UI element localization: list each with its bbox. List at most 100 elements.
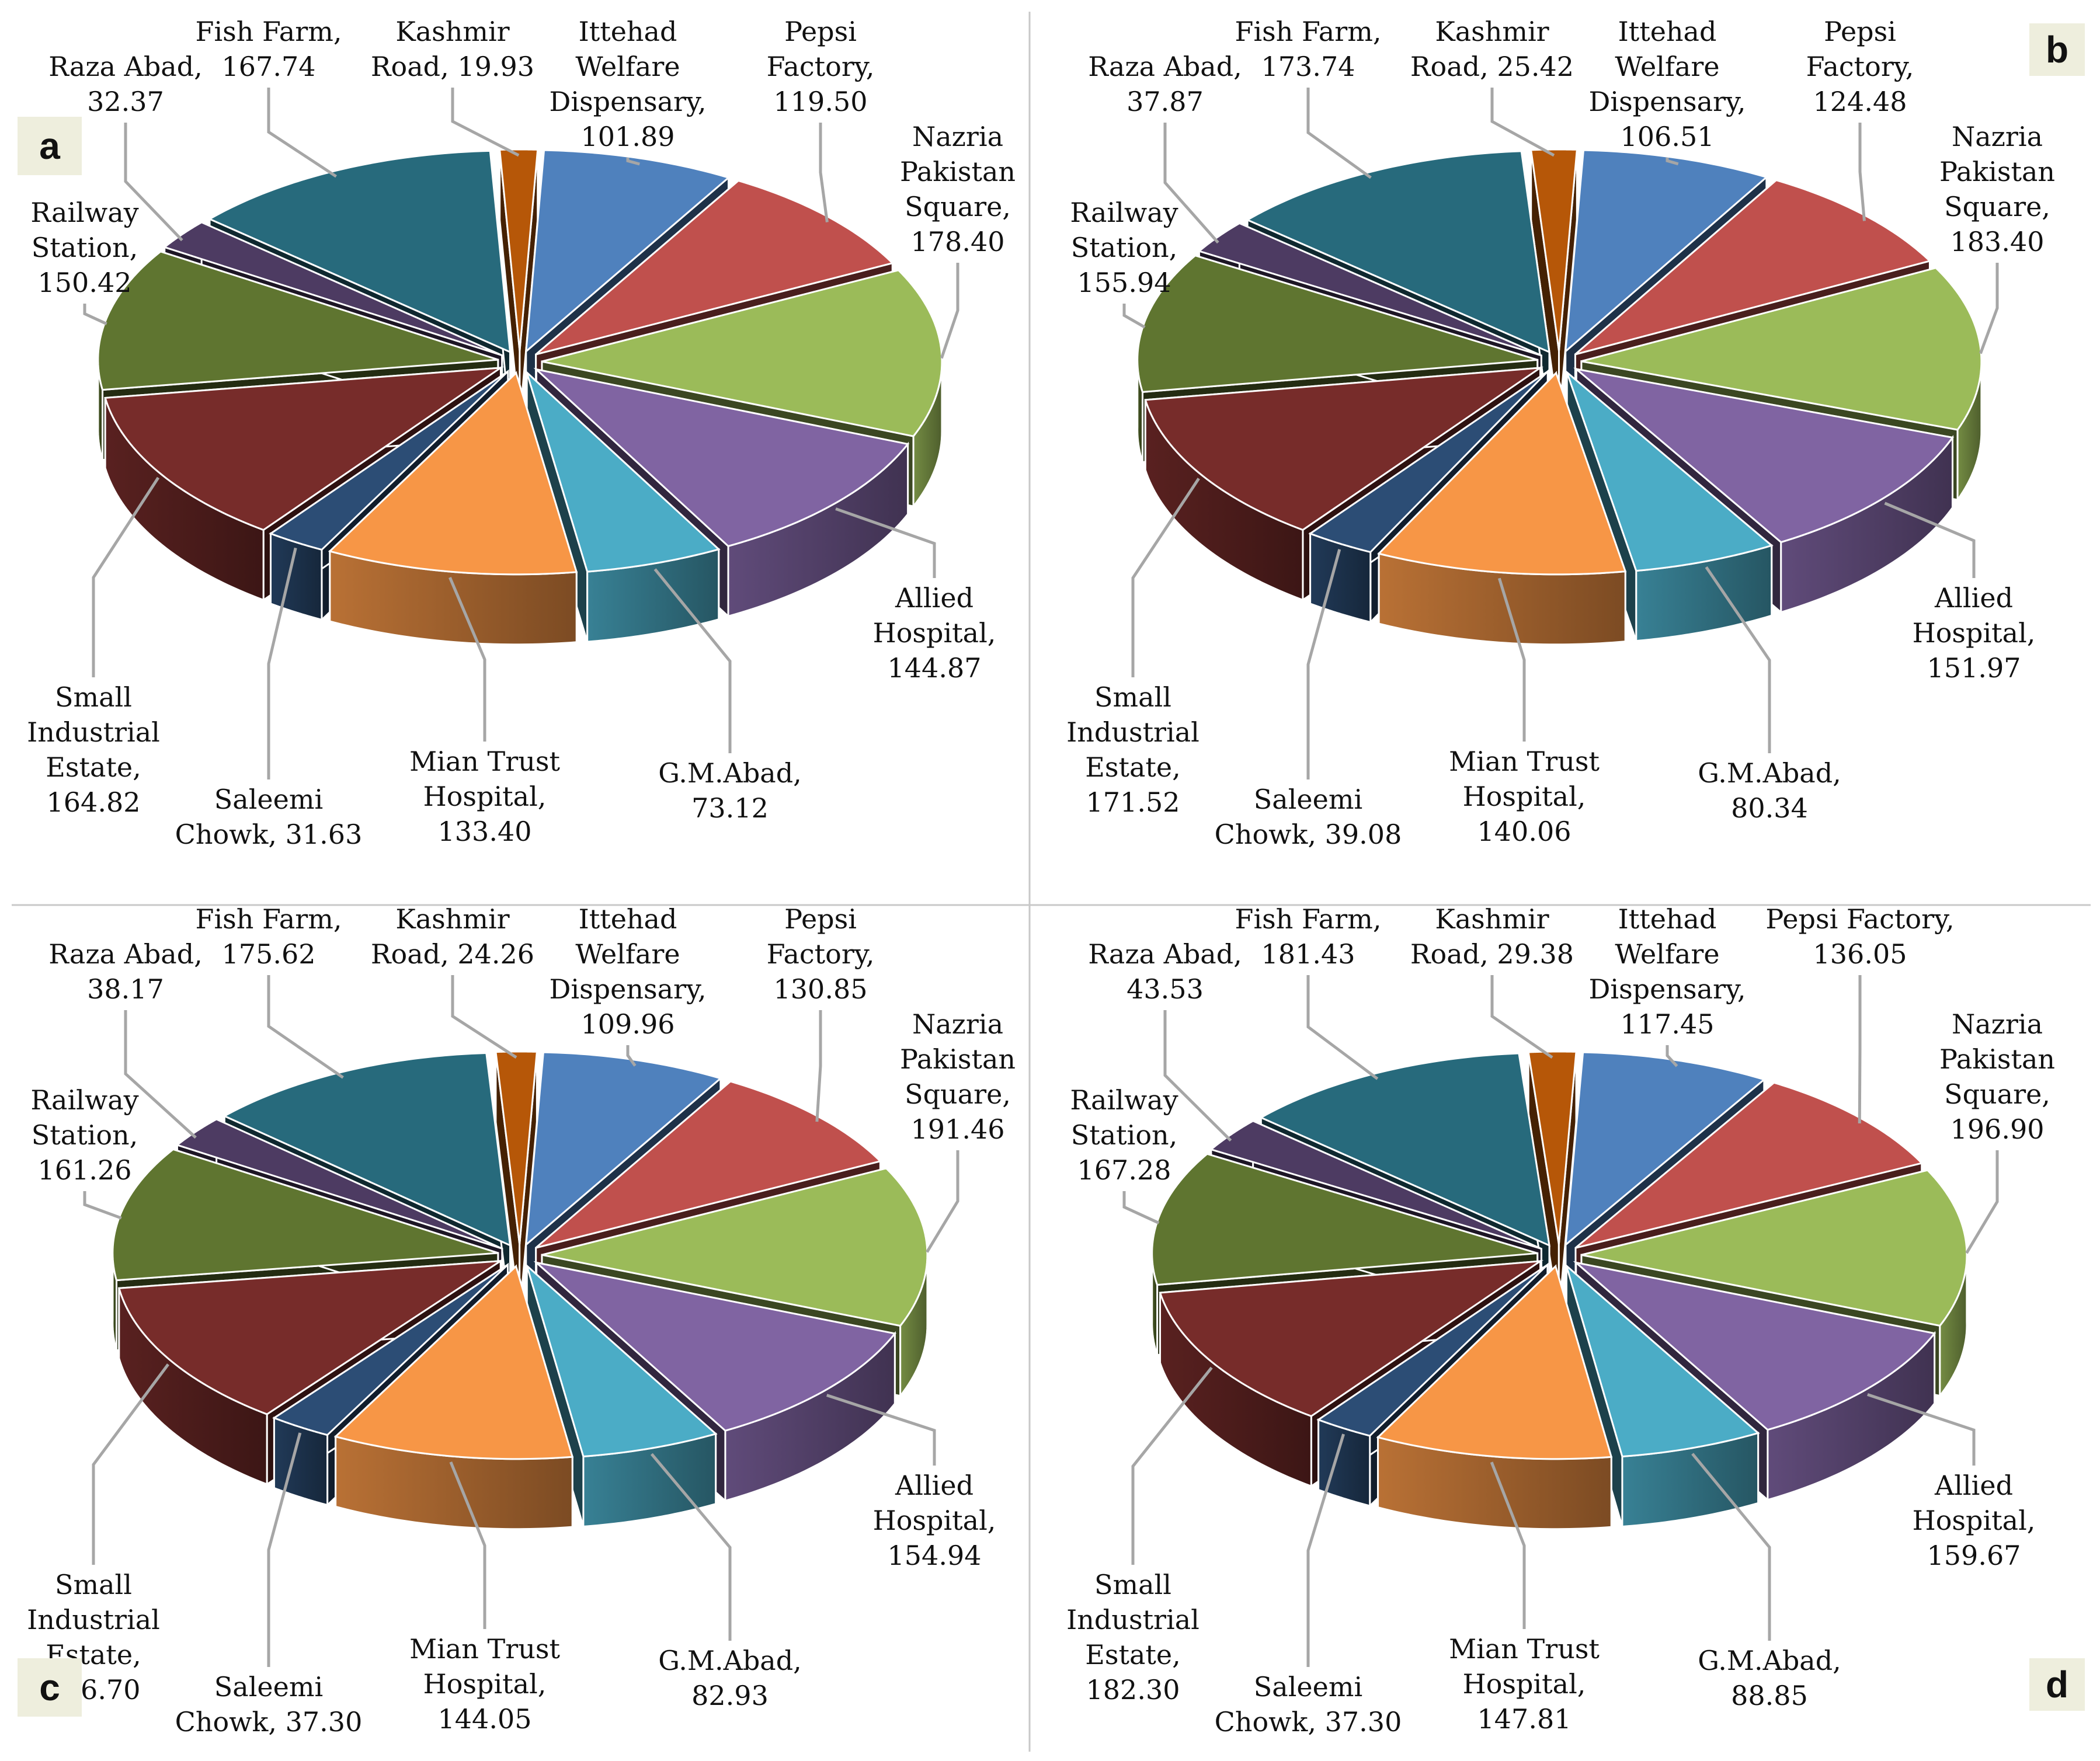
label-line: Hospital, bbox=[1463, 1668, 1586, 1700]
label-fish-farm-b: Fish Farm, 173.74 bbox=[1235, 16, 1381, 179]
label-line: Road, 19.93 bbox=[371, 51, 534, 82]
label-mian-trust-hospital-b: Mian Trust Hospital, 140.06 bbox=[1449, 577, 1600, 847]
label-line: 144.87 bbox=[888, 652, 982, 684]
pie-body-b bbox=[1136, 148, 1983, 646]
label-line: 109.96 bbox=[581, 1008, 675, 1040]
slice-kashmir-road-b bbox=[1529, 148, 1578, 422]
label-line: Hospital, bbox=[423, 781, 547, 812]
label-line: G.M.Abad, bbox=[1698, 1645, 1841, 1676]
slice-top bbox=[1564, 1051, 1766, 1247]
label-line: Saleemi bbox=[1254, 1671, 1362, 1703]
leader-line bbox=[1867, 1393, 1976, 1466]
label-line: 155.94 bbox=[1077, 267, 1171, 298]
label-line: Road, 25.42 bbox=[1410, 51, 1574, 82]
slice-mian-trust-hospital-d bbox=[1376, 1264, 1613, 1530]
leader-line bbox=[626, 158, 640, 166]
label-line: 144.05 bbox=[438, 1703, 532, 1735]
label-line: 161.26 bbox=[38, 1154, 132, 1186]
slice-top bbox=[117, 1259, 504, 1415]
leader-line bbox=[940, 263, 959, 359]
leader-line bbox=[92, 476, 160, 677]
label-line: 147.81 bbox=[1477, 1703, 1571, 1735]
panel-b: Ittehad Welfare Dispensary, 106.51 Pepsi Fact… bbox=[1066, 16, 2085, 850]
leader-line bbox=[1858, 975, 1862, 1124]
leader-line bbox=[626, 1045, 637, 1067]
label-ittehad-welfare-dispensary-b: Ittehad Welfare Dispensary, 106.51 bbox=[1588, 16, 1746, 166]
slice-top bbox=[533, 368, 910, 547]
label-line: Square, bbox=[1944, 1078, 2050, 1110]
label-line: Road, 24.26 bbox=[371, 938, 534, 970]
label-line: Estate, bbox=[1085, 1639, 1180, 1670]
label-line: Factory, bbox=[767, 51, 875, 82]
label-line: Industrial bbox=[1066, 1604, 1199, 1635]
leader-line bbox=[819, 123, 829, 222]
label-line: Small bbox=[1094, 1569, 1171, 1600]
leader-line bbox=[653, 568, 732, 753]
slice-mian-trust-hospital-c bbox=[333, 1264, 574, 1530]
label-line: 124.48 bbox=[1813, 86, 1907, 117]
label-pepsi-factory-b: Pepsi Factory, 124.48 bbox=[1806, 16, 1914, 221]
label-line: Station, bbox=[32, 1119, 138, 1151]
leader-line bbox=[267, 547, 297, 779]
label-line: 171.52 bbox=[1086, 786, 1180, 818]
slice-top bbox=[269, 370, 509, 551]
slice-gm-abad-d bbox=[1564, 1263, 1760, 1528]
slice-top bbox=[207, 149, 512, 354]
label-line: Dispensary, bbox=[1588, 973, 1746, 1005]
leader-line bbox=[1163, 1010, 1232, 1142]
leader-line bbox=[1490, 1461, 1526, 1629]
leader-line bbox=[815, 1010, 822, 1122]
label-line: 181.43 bbox=[1261, 938, 1355, 970]
label-line: Small bbox=[55, 1569, 132, 1600]
label-line: 196.90 bbox=[1951, 1113, 2045, 1145]
label-line: Fish Farm, bbox=[196, 16, 342, 47]
label-line: Road, 29.38 bbox=[1410, 938, 1574, 970]
slice-top bbox=[1308, 370, 1549, 554]
label-line: 73.12 bbox=[691, 792, 769, 824]
panel-badge bbox=[18, 1658, 82, 1717]
label-line: Pakistan bbox=[1939, 1043, 2055, 1075]
leader-line bbox=[1122, 304, 1146, 329]
label-line: Ittehad bbox=[579, 16, 677, 47]
leader-line bbox=[267, 975, 344, 1079]
leader-line bbox=[1490, 975, 1553, 1059]
pie-body-c bbox=[112, 1050, 929, 1530]
label-line: Small bbox=[1094, 681, 1171, 713]
slice-top bbox=[112, 1148, 499, 1282]
label-line: Mian Trust bbox=[1449, 746, 1600, 777]
label-line: Kashmir bbox=[1435, 903, 1549, 935]
slice-top bbox=[1316, 1264, 1548, 1437]
label-line: Welfare bbox=[1615, 51, 1719, 82]
label-line: Hospital, bbox=[1913, 1505, 2036, 1536]
slice-gm-abad-c bbox=[525, 1263, 718, 1528]
panel-badge bbox=[2029, 23, 2085, 76]
label-line: Fish Farm, bbox=[196, 903, 342, 935]
panel-badge bbox=[2029, 1658, 2085, 1711]
label-railway-station-b: Railway Station, 155.94 bbox=[1070, 197, 1178, 329]
label-line: Chowk, 39.08 bbox=[1215, 819, 1402, 850]
label-line: Dispensary, bbox=[549, 86, 706, 117]
label-line: Estate, bbox=[46, 751, 141, 783]
label-line: 106.51 bbox=[1621, 121, 1715, 152]
label-line: Mian Trust bbox=[1449, 1633, 1600, 1665]
leader-line bbox=[92, 1363, 169, 1565]
slice-top bbox=[1581, 267, 1983, 431]
slice-top bbox=[1197, 222, 1542, 357]
label-mian-trust-hospital-a: Mian Trust Hospital, 133.40 bbox=[409, 577, 560, 847]
slice-top bbox=[541, 269, 943, 437]
slice-top bbox=[1159, 1259, 1544, 1417]
label-line: 167.74 bbox=[222, 51, 316, 82]
label-line: 159.67 bbox=[1927, 1540, 2021, 1571]
label-line: G.M.Abad, bbox=[658, 757, 802, 789]
slice-top bbox=[1564, 149, 1768, 354]
leader-line bbox=[124, 123, 183, 242]
label-line: Hospital, bbox=[1463, 781, 1586, 812]
label-line: Nazria bbox=[1952, 1008, 2043, 1040]
label-saleemi-chowk-b: Saleemi Chowk, 39.08 bbox=[1215, 549, 1402, 850]
